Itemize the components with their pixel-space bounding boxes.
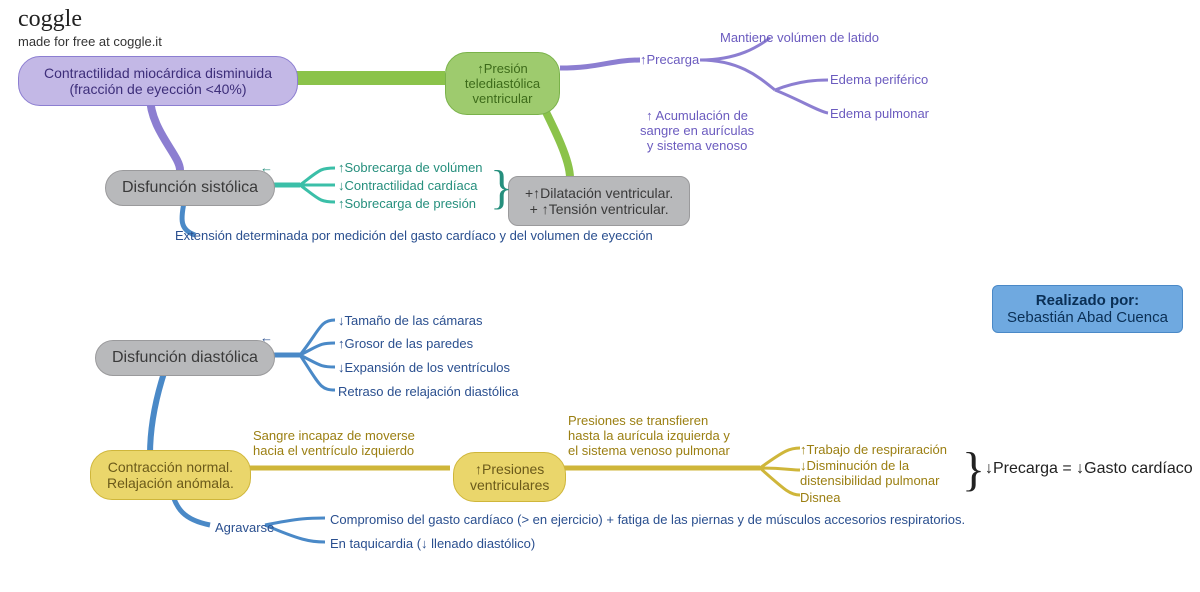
node-disf-diastolica[interactable]: Disfunción diastólica [95,340,275,376]
node-disf-sistolica[interactable]: Disfunción sistólica [105,170,275,206]
label-mantiene: Mantiene volúmen de latido [720,30,879,45]
label-sobrecarga-pres: ↑Sobrecarga de presión [338,196,476,211]
node-presion-telediastolica[interactable]: ↑Presión telediastólica ventricular [445,52,560,115]
label-extension: Extensión determinada por medición del g… [175,228,653,243]
node-presiones-ventriculares[interactable]: ↑Presiones ventriculares [453,452,566,502]
label-expansion: ↓Expansión de los ventrículos [338,360,510,375]
label-trabajo-resp: ↑Trabajo de respiraración [800,442,947,457]
node-contraccion-normal[interactable]: Contracción normal. Relajación anómala. [90,450,251,500]
node-disf-sist-text: Disfunción sistólica [122,179,258,196]
node-dilat-text: +↑Dilatación ventricular. + ↑Tensión ven… [525,185,673,217]
label-compromiso: Compromiso del gasto cardíaco (> en ejer… [330,512,965,527]
label-precarga-gasto: ↓Precarga = ↓Gasto cardíaco [985,460,1193,478]
brace-black: } [962,442,985,497]
node-contractilidad-text: Contractilidad miocárdica disminuida (fr… [35,65,281,97]
author-line1: Realizado por: [1036,292,1139,309]
node-presion-tele-text: ↑Presión telediastólica ventricular [462,61,543,106]
node-disf-diast-text: Disfunción diastólica [112,349,258,366]
label-grosor: ↑Grosor de las paredes [338,336,473,351]
label-taquicardia: En taquicardia (↓ llenado diastólico) [330,536,535,551]
node-pres-vent-text: ↑Presiones ventriculares [470,461,549,493]
label-contractilidad-card: ↓Contractilidad cardíaca [338,178,477,193]
node-dilatacion[interactable]: +↑Dilatación ventricular. + ↑Tensión ven… [508,176,690,226]
label-edema-perif: Edema periférico [830,72,928,87]
label-agravarse: Agravarse [215,520,274,535]
label-disnea: Disnea [800,490,840,505]
label-acumulacion: ↑ Acumulación de sangre en aurículas y s… [640,108,754,153]
coggle-logo: coggle [18,6,82,33]
label-disminucion: ↓Disminución de la distensibilidad pulmo… [800,458,939,488]
author-box: Realizado por: Sebastián Abad Cuenca [992,285,1183,333]
tagline: made for free at coggle.it [18,34,162,49]
label-tamano: ↓Tamaño de las cámaras [338,313,483,328]
node-contr-normal-text: Contracción normal. Relajación anómala. [107,459,234,491]
arrow-left-2: ← [260,330,273,345]
node-contractilidad[interactable]: Contractilidad miocárdica disminuida (fr… [18,56,298,106]
author-line2: Sebastián Abad Cuenca [1007,309,1168,326]
label-sobrecarga-vol: ↑Sobrecarga de volúmen [338,160,483,175]
label-sangre-incapaz: Sangre incapaz de moverse hacia el ventr… [253,428,415,458]
label-retraso: Retraso de relajación diastólica [338,384,519,399]
label-precarga: ↑Precarga [640,52,699,67]
brace-teal: } [490,160,513,215]
label-presiones-transf: Presiones se transfieren hasta la aurícu… [568,413,730,458]
arrow-left-1: ← [260,160,273,175]
label-edema-pulm: Edema pulmonar [830,106,929,121]
